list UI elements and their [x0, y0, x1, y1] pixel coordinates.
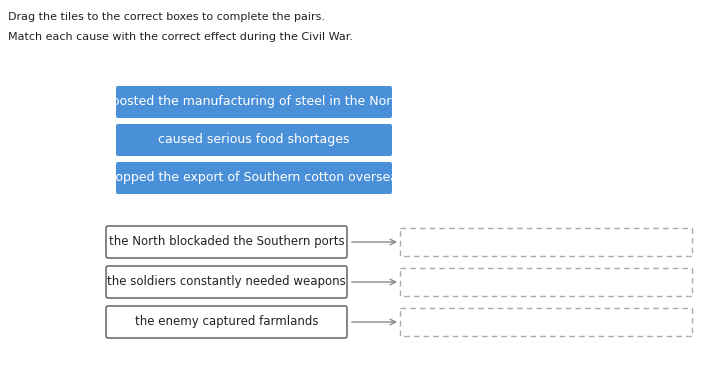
Text: Match each cause with the correct effect during the Civil War.: Match each cause with the correct effect… — [8, 32, 353, 42]
FancyBboxPatch shape — [400, 268, 692, 296]
Text: caused serious food shortages: caused serious food shortages — [158, 133, 350, 147]
FancyBboxPatch shape — [116, 86, 392, 118]
FancyBboxPatch shape — [106, 306, 347, 338]
FancyBboxPatch shape — [106, 266, 347, 298]
FancyBboxPatch shape — [116, 162, 392, 194]
Text: the soldiers constantly needed weapons: the soldiers constantly needed weapons — [107, 275, 346, 288]
FancyBboxPatch shape — [400, 228, 692, 256]
Text: the enemy captured farmlands: the enemy captured farmlands — [135, 316, 318, 329]
Text: stopped the export of Southern cotton overseas: stopped the export of Southern cotton ov… — [104, 172, 404, 185]
Text: Drag the tiles to the correct boxes to complete the pairs.: Drag the tiles to the correct boxes to c… — [8, 12, 325, 22]
FancyBboxPatch shape — [400, 308, 692, 336]
Text: the North blockaded the Southern ports: the North blockaded the Southern ports — [109, 235, 344, 249]
FancyBboxPatch shape — [106, 226, 347, 258]
FancyBboxPatch shape — [116, 124, 392, 156]
Text: boosted the manufacturing of steel in the North: boosted the manufacturing of steel in th… — [104, 96, 404, 108]
